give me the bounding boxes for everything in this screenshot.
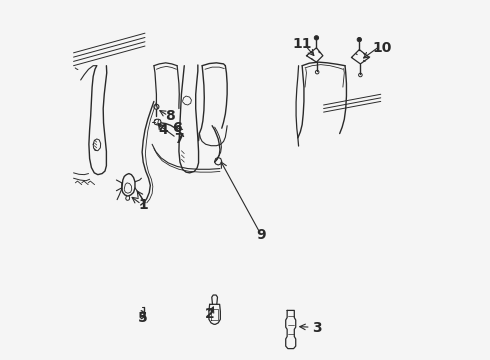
- Text: 3: 3: [312, 321, 321, 335]
- Text: 1: 1: [138, 198, 148, 212]
- Circle shape: [314, 36, 319, 40]
- Circle shape: [357, 37, 362, 42]
- Text: 5: 5: [138, 311, 148, 324]
- Text: 9: 9: [256, 228, 266, 242]
- Text: 11: 11: [293, 37, 312, 50]
- Text: 7: 7: [174, 132, 184, 146]
- Text: 4: 4: [158, 123, 168, 137]
- Text: 10: 10: [373, 41, 392, 55]
- Text: 6: 6: [172, 121, 182, 135]
- Text: 2: 2: [204, 307, 214, 321]
- Text: 8: 8: [165, 109, 175, 123]
